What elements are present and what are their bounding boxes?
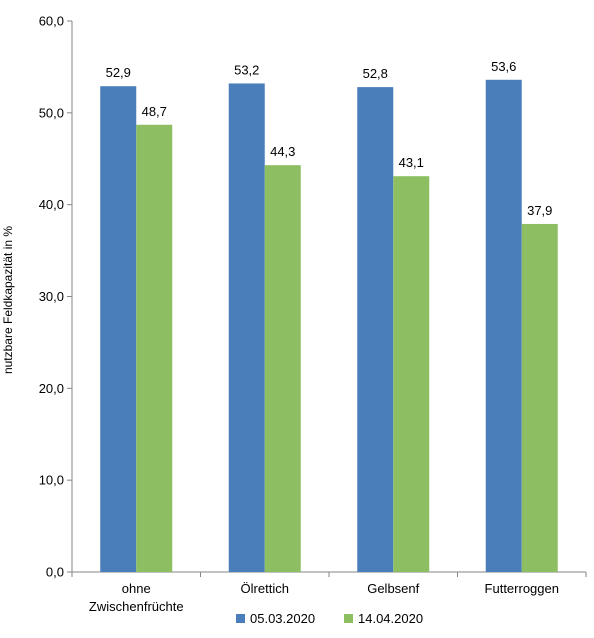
x-category-label: Futterroggen xyxy=(485,581,559,596)
data-label-series2: 37,9 xyxy=(527,203,552,218)
y-tick-label: 60,0 xyxy=(39,14,64,29)
y-axis-title: nutzbare Feldkapazität in % xyxy=(1,226,15,374)
legend-label: 05.03.2020 xyxy=(250,611,315,626)
data-label-series1: 52,9 xyxy=(106,65,131,80)
bars xyxy=(100,79,558,573)
data-label-series1: 53,2 xyxy=(234,62,259,77)
data-labels: 52,9 53,2 52,8 53,6 48,7 44,3 43,1 37,9 xyxy=(106,59,553,218)
x-category-label: Zwischenfrüchte xyxy=(89,599,184,614)
legend-label: 14.04.2020 xyxy=(358,611,423,626)
data-label-series1: 53,6 xyxy=(491,59,516,74)
bar-series2 xyxy=(136,124,173,572)
bar-series2 xyxy=(264,165,301,572)
data-label-series2: 43,1 xyxy=(399,155,424,170)
y-tick-label: 10,0 xyxy=(39,473,64,488)
bar-series1 xyxy=(100,86,137,573)
bar-series1 xyxy=(228,83,265,573)
y-tick-label: 40,0 xyxy=(39,197,64,212)
legend-swatch xyxy=(236,614,245,623)
bar-series2 xyxy=(393,176,430,572)
legend-swatch xyxy=(344,614,353,623)
bar-series2 xyxy=(521,223,558,572)
y-tick-label: 30,0 xyxy=(39,289,64,304)
legend: 05.03.2020 14.04.2020 xyxy=(236,611,423,626)
y-axis: 0,0 10,0 20,0 30,0 40,0 50,0 60,0 xyxy=(39,14,73,580)
bar-series1 xyxy=(485,79,522,573)
data-label-series2: 44,3 xyxy=(270,144,295,159)
data-label-series1: 52,8 xyxy=(363,66,388,81)
x-category-label: Gelbsenf xyxy=(367,581,419,596)
bar-series1 xyxy=(357,87,394,573)
data-label-series2: 48,7 xyxy=(142,104,167,119)
y-tick-label: 50,0 xyxy=(39,105,64,120)
y-tick-label: 0,0 xyxy=(46,565,64,580)
x-category-label: ohne xyxy=(122,581,151,596)
x-axis: ohne Zwischenfrüchte Ölrettich Gelbsenf Futt… xyxy=(71,571,587,614)
y-tick-label: 20,0 xyxy=(39,381,64,396)
x-category-label: Ölrettich xyxy=(241,581,289,596)
